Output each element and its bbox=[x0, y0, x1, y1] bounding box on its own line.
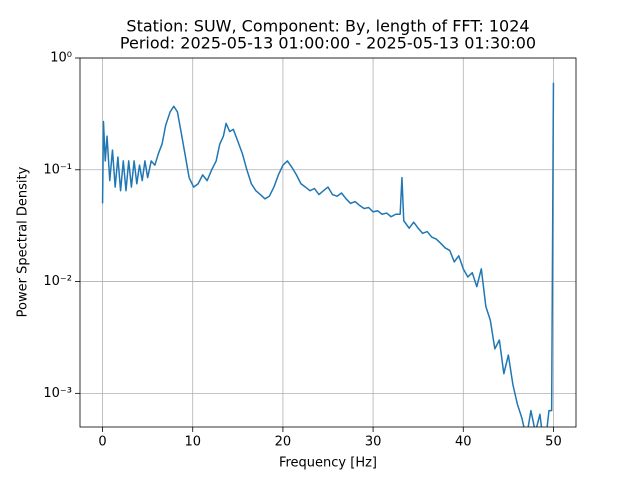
x-tick-label: 0 bbox=[98, 435, 106, 450]
x-axis-label: Frequency [Hz] bbox=[279, 456, 377, 471]
grid bbox=[80, 57, 576, 427]
x-tick-label: 30 bbox=[365, 435, 382, 450]
plot-area bbox=[101, 82, 555, 427]
x-tick-label: 20 bbox=[275, 435, 292, 450]
axes-frame bbox=[79, 57, 577, 428]
chart-subtitle: Period: 2025-05-13 01:00:00 - 2025-05-13… bbox=[120, 34, 536, 53]
chart-title: Station: SUW, Component: By, length of F… bbox=[126, 17, 529, 36]
x-tick-label: 50 bbox=[545, 435, 562, 450]
y-tick-label: 10⁻³ bbox=[43, 386, 72, 401]
y-axis-label: Power Spectral Density bbox=[16, 166, 31, 317]
y-tick-label: 10⁰ bbox=[50, 51, 72, 66]
x-tick-label: 10 bbox=[184, 435, 201, 450]
y-tick-label: 10⁻² bbox=[43, 274, 72, 289]
psd-line bbox=[101, 82, 555, 427]
x-tick-label: 40 bbox=[455, 435, 472, 450]
y-tick-label: 10⁻¹ bbox=[43, 162, 72, 177]
